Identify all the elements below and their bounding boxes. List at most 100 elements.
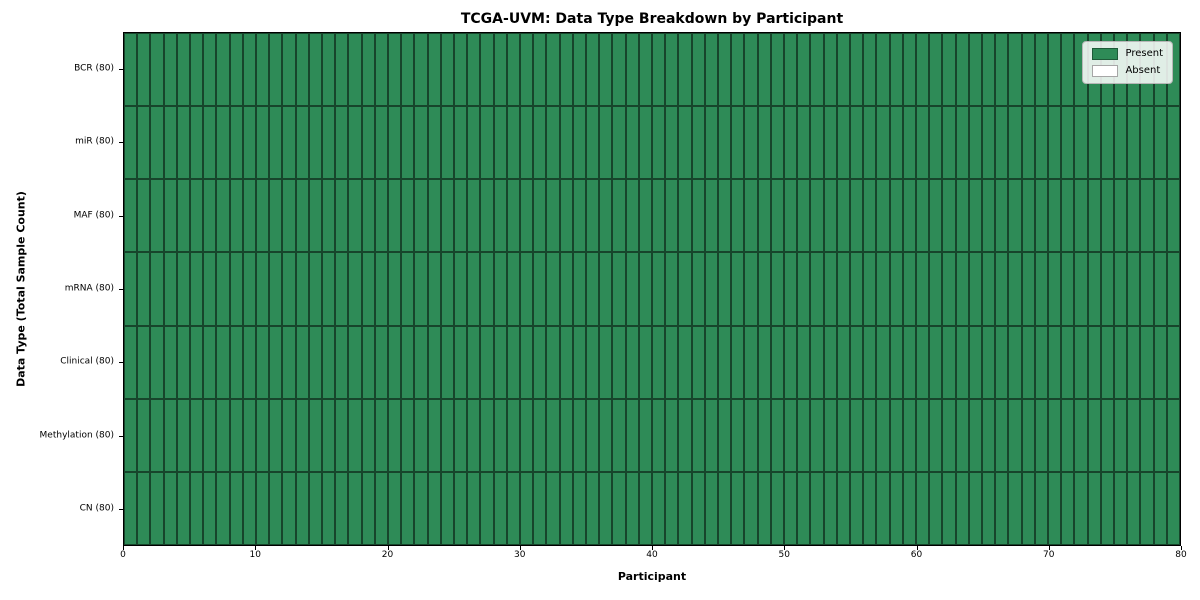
matrix-cell	[269, 106, 283, 180]
matrix-cell	[282, 471, 296, 545]
matrix-cell	[480, 398, 494, 472]
matrix-cell	[467, 398, 481, 472]
matrix-cell	[968, 398, 982, 472]
chart-title: TCGA-UVM: Data Type Breakdown by Partici…	[460, 11, 844, 27]
matrix-cell	[1074, 471, 1088, 545]
matrix-cell	[255, 398, 270, 472]
matrix-cell	[915, 33, 930, 107]
matrix-cell	[691, 325, 705, 399]
matrix-cell	[440, 471, 454, 545]
matrix-cell	[255, 325, 270, 399]
matrix-cell	[124, 106, 138, 180]
matrix-cell	[651, 179, 666, 253]
matrix-cell	[757, 252, 771, 326]
matrix-cell	[744, 33, 758, 107]
matrix-cell	[137, 106, 151, 180]
matrix-cell	[1074, 106, 1088, 180]
matrix-cell	[638, 471, 652, 545]
matrix-cell	[1008, 33, 1022, 107]
matrix-cell	[1087, 179, 1101, 253]
matrix-cell	[361, 179, 375, 253]
matrix-cell	[1113, 252, 1128, 326]
matrix-cell	[559, 179, 573, 253]
matrix-cell	[1061, 106, 1075, 180]
matrix-cell	[282, 398, 296, 472]
matrix-cell	[282, 106, 296, 180]
x-tick-mark	[916, 546, 918, 550]
matrix-cell	[1008, 179, 1022, 253]
matrix-cell	[124, 325, 138, 399]
matrix-cell	[863, 179, 877, 253]
matrix-cell	[995, 398, 1009, 472]
matrix-cell	[770, 179, 784, 253]
matrix-cell	[810, 179, 824, 253]
matrix-cell	[176, 398, 190, 472]
matrix-cell	[929, 252, 943, 326]
matrix-cell	[823, 398, 837, 472]
matrix-cell	[849, 252, 864, 326]
matrix-cell	[242, 471, 256, 545]
matrix-cell	[137, 471, 151, 545]
matrix-cell	[361, 471, 375, 545]
matrix-cell	[810, 106, 824, 180]
matrix-cell	[229, 179, 243, 253]
matrix-cell	[731, 106, 745, 180]
present-swatch-icon	[1092, 48, 1119, 60]
matrix-cell	[1140, 471, 1154, 545]
matrix-cell	[427, 179, 441, 253]
matrix-cell	[585, 398, 600, 472]
matrix-cell	[467, 471, 481, 545]
matrix-cell	[678, 325, 692, 399]
matrix-cell	[348, 471, 362, 545]
matrix-cell	[638, 398, 652, 472]
matrix-cell	[427, 398, 441, 472]
x-tick-mark	[123, 546, 124, 550]
matrix-cell	[915, 325, 930, 399]
matrix-cell	[651, 398, 666, 472]
matrix-cell	[863, 398, 877, 472]
matrix-cell	[559, 325, 573, 399]
matrix-cell	[321, 471, 336, 545]
matrix-cell	[150, 398, 164, 472]
matrix-cell	[519, 33, 534, 107]
matrix-cell	[189, 33, 204, 107]
matrix-cell	[269, 471, 283, 545]
matrix-cell	[559, 398, 573, 472]
matrix-cell	[691, 33, 705, 107]
matrix-cell	[480, 471, 494, 545]
matrix-cell	[1166, 325, 1180, 399]
matrix-cell	[1047, 252, 1062, 326]
matrix-cell	[612, 325, 626, 399]
matrix-cell	[731, 398, 745, 472]
matrix-cell	[1087, 471, 1101, 545]
matrix-cell	[1113, 325, 1128, 399]
legend-label-present: Present	[1125, 48, 1163, 59]
matrix-cell	[638, 106, 652, 180]
matrix-cell	[269, 179, 283, 253]
matrix-cell	[295, 471, 309, 545]
matrix-cell	[1140, 325, 1154, 399]
matrix-cell	[150, 179, 164, 253]
matrix-cell	[678, 179, 692, 253]
matrix-cell	[414, 325, 428, 399]
matrix-cell	[163, 33, 177, 107]
matrix-cell	[150, 252, 164, 326]
matrix-cell	[427, 252, 441, 326]
matrix-cell	[1153, 398, 1167, 472]
matrix-cell	[665, 398, 679, 472]
matrix-cell	[427, 471, 441, 545]
matrix-cell	[506, 471, 520, 545]
matrix-cell	[1008, 325, 1022, 399]
matrix-cell	[189, 252, 204, 326]
matrix-cell	[150, 325, 164, 399]
matrix-cell	[229, 471, 243, 545]
matrix-cell	[1153, 471, 1167, 545]
y-tick-mark	[119, 215, 123, 217]
matrix-cell	[1047, 33, 1062, 107]
matrix-cell	[189, 471, 204, 545]
matrix-cell	[559, 106, 573, 180]
matrix-cell	[308, 325, 322, 399]
matrix-cell	[929, 325, 943, 399]
matrix-cell	[387, 179, 402, 253]
